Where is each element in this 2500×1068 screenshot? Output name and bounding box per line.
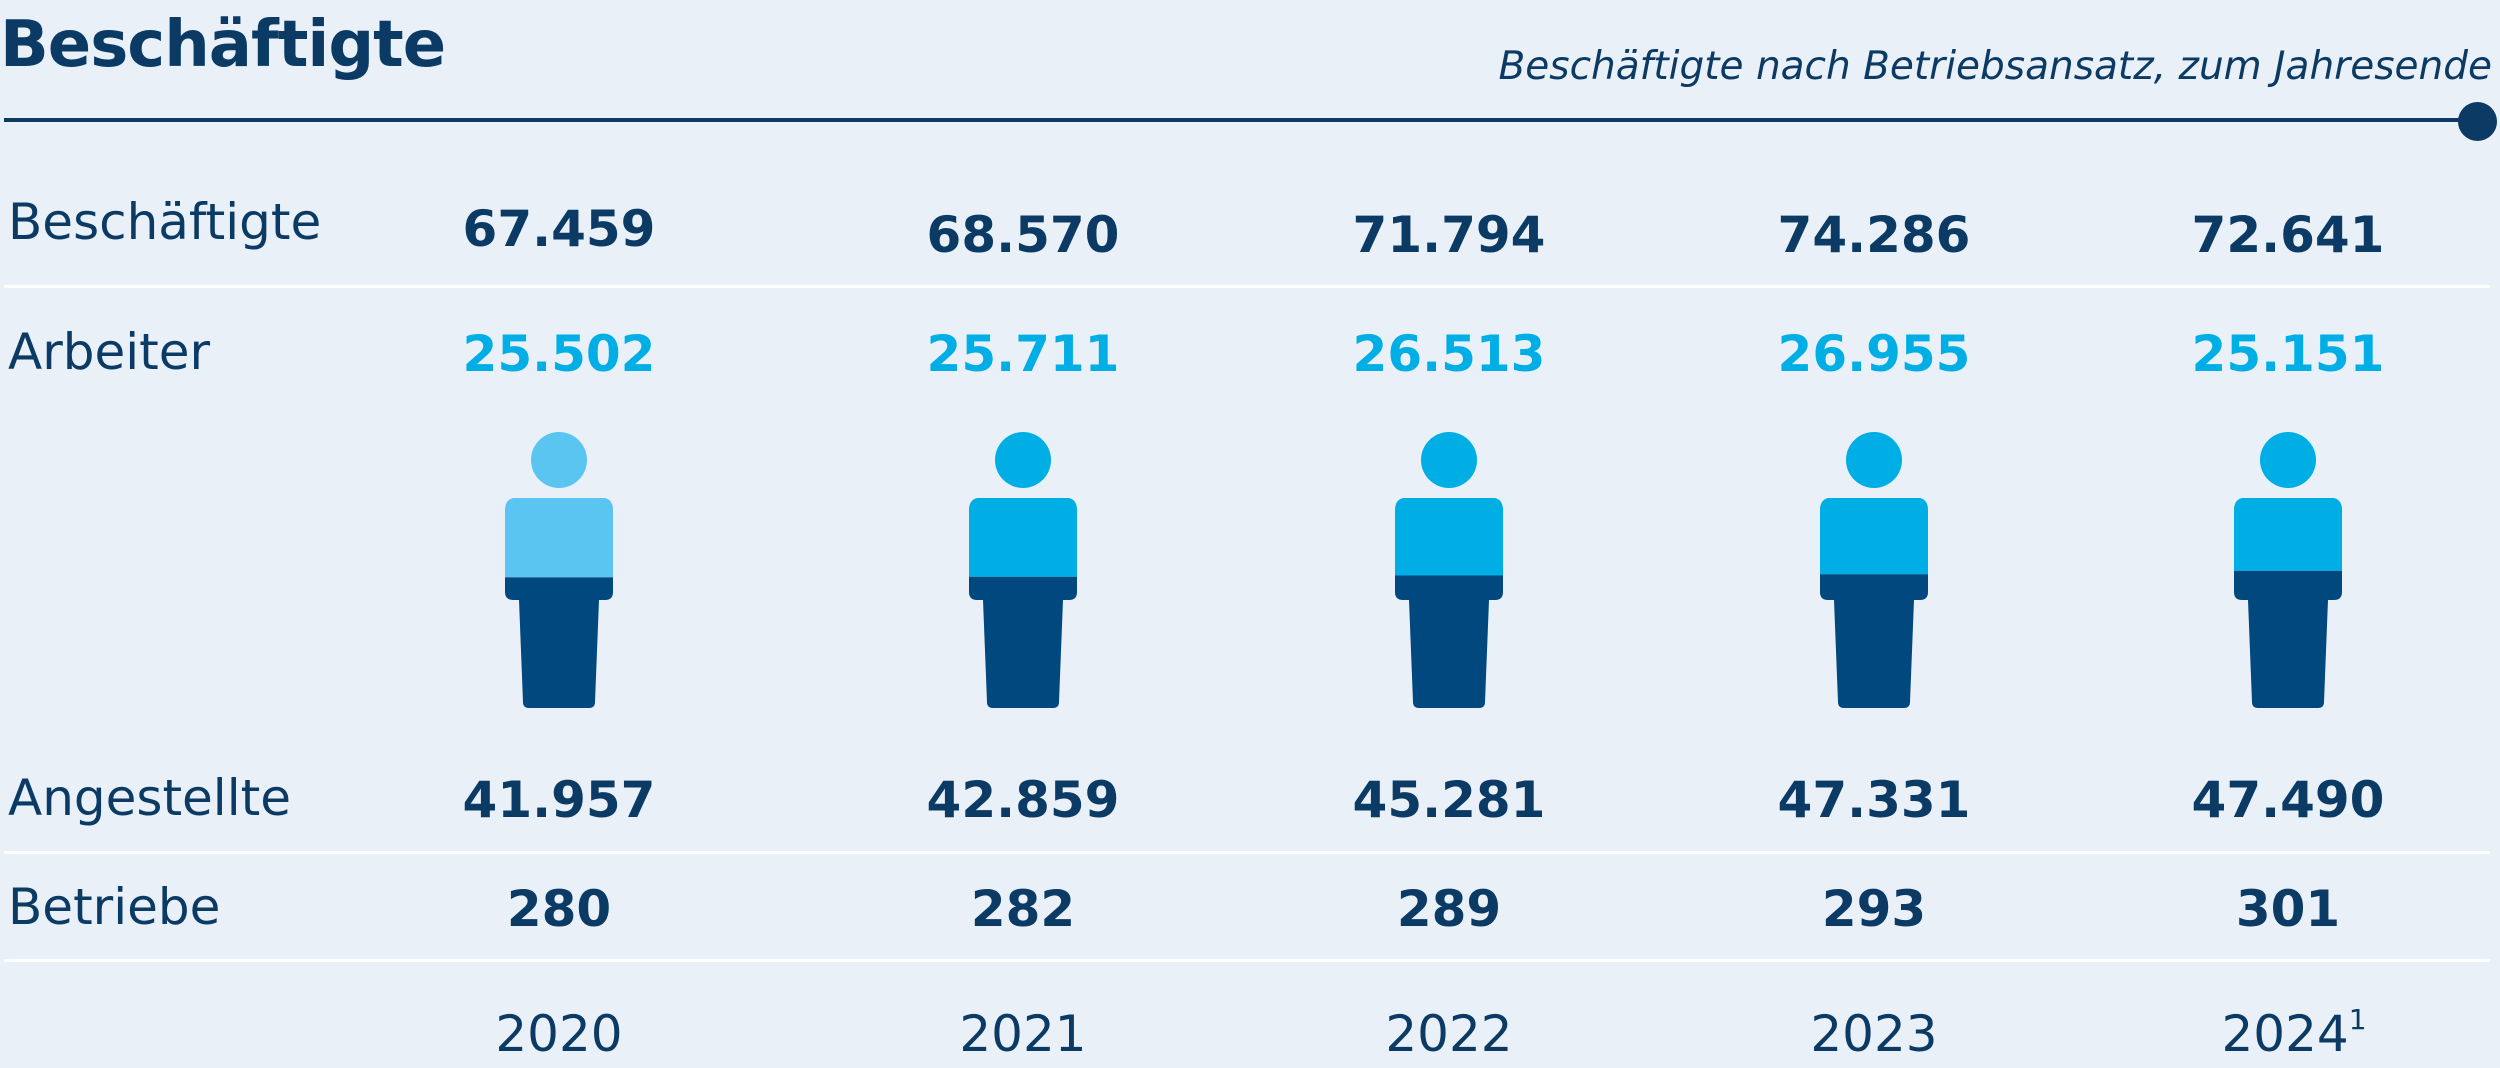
person-icon — [2234, 432, 2342, 708]
value-workers-2020: 25.502 — [462, 325, 656, 383]
row-label-total: Beschäftigte — [8, 193, 322, 251]
person-head — [531, 432, 587, 488]
workers-share-fill — [969, 498, 1077, 577]
year-label-2022: 2022 — [1385, 1005, 1513, 1063]
value-employees-2021: 42.859 — [926, 771, 1120, 829]
value-employees-2024: 47.490 — [2191, 771, 2385, 829]
value-employees-2023: 47.331 — [1777, 771, 1971, 829]
employees-share-fill — [1395, 575, 1503, 708]
person-icon — [505, 432, 613, 708]
value-total-2024: 72.641 — [2191, 206, 2385, 264]
value-employees-2020: 41.957 — [462, 771, 656, 829]
chart-subtitle: Beschäftigte nach Betriebsansatz, zum Ja… — [1498, 44, 2492, 89]
workers-share-fill — [2234, 498, 2342, 571]
value-workers-2022: 26.513 — [1352, 325, 1546, 383]
employees-share-fill — [969, 576, 1077, 708]
employees-share-fill — [505, 577, 613, 708]
row-label-plants: Betriebe — [8, 878, 221, 936]
employees-share-fill — [1820, 574, 1928, 708]
row-label-workers: Arbeiter — [8, 323, 211, 381]
person-icon — [1820, 432, 1928, 708]
row-divider — [4, 285, 2490, 288]
value-plants-2024: 301 — [2235, 880, 2341, 938]
person-head — [2260, 432, 2316, 488]
value-plants-2020: 280 — [506, 880, 612, 938]
value-total-2023: 74.286 — [1777, 206, 1971, 264]
value-workers-2021: 25.711 — [926, 325, 1120, 383]
chart-title: Beschäftigte — [0, 8, 446, 82]
person-head — [1846, 432, 1902, 488]
value-plants-2021: 282 — [970, 880, 1076, 938]
row-divider — [4, 851, 2490, 854]
year-label-2024: 20241 — [2221, 1003, 2367, 1063]
value-workers-2023: 26.955 — [1777, 325, 1971, 383]
value-employees-2022: 45.281 — [1352, 771, 1546, 829]
employees-share-fill — [2234, 570, 2342, 708]
value-workers-2024: 25.151 — [2191, 325, 2385, 383]
row-label-employees: Angestellte — [8, 769, 291, 827]
person-head — [1421, 432, 1477, 488]
year-label-2021: 2021 — [959, 1005, 1087, 1063]
workers-share-fill — [505, 498, 613, 578]
value-total-2020: 67.459 — [462, 200, 656, 258]
person-icon — [1395, 432, 1503, 708]
year-label-2023: 2023 — [1810, 1005, 1938, 1063]
value-plants-2023: 293 — [1821, 880, 1927, 938]
workers-share-fill — [1395, 498, 1503, 576]
value-plants-2022: 289 — [1396, 880, 1502, 938]
value-total-2021: 68.570 — [926, 206, 1120, 264]
title-divider-end-dot — [2458, 102, 2497, 141]
title-divider — [4, 118, 2472, 122]
person-icon — [969, 432, 1077, 708]
workers-share-fill — [1820, 498, 1928, 575]
row-divider — [4, 959, 2490, 962]
person-head — [995, 432, 1051, 488]
value-total-2022: 71.794 — [1352, 206, 1546, 264]
year-label-2020: 2020 — [495, 1005, 623, 1063]
